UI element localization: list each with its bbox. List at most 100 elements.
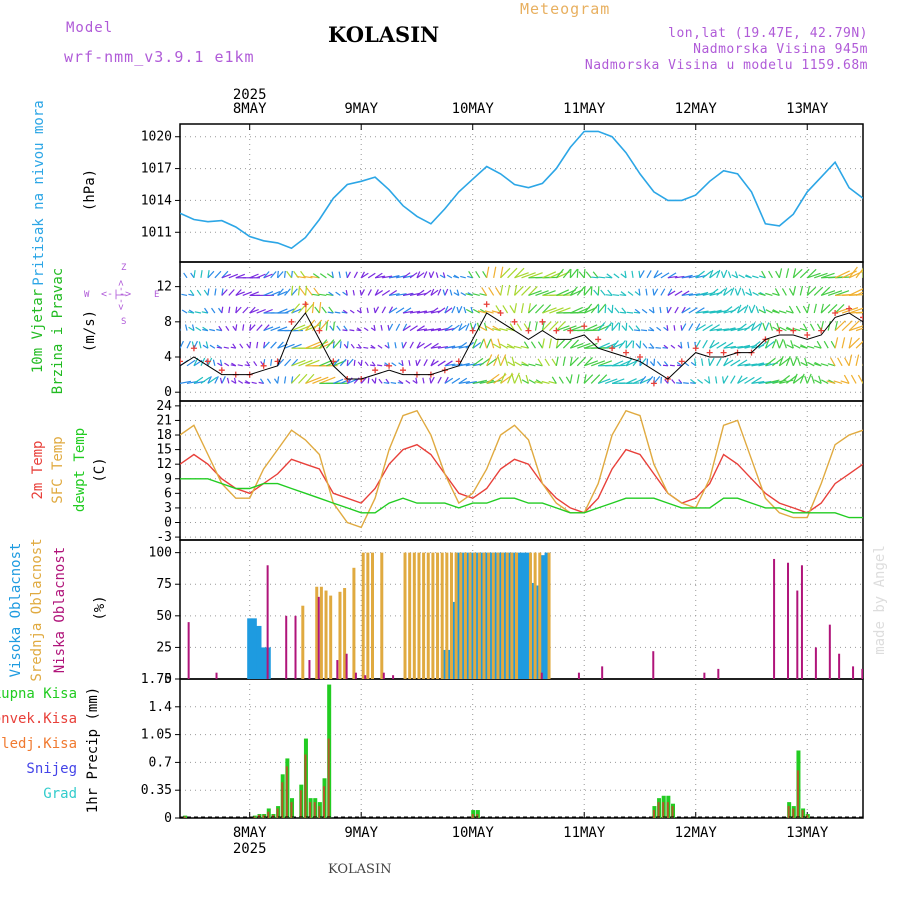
wind-arrow bbox=[437, 307, 446, 314]
wind-arrow bbox=[465, 293, 473, 297]
cloud-bar bbox=[187, 622, 190, 679]
wind-arrow bbox=[792, 356, 798, 367]
cloud-bar bbox=[828, 624, 831, 679]
wind-arrow bbox=[230, 364, 236, 367]
wind-arrow bbox=[270, 271, 277, 279]
wind-arrow bbox=[511, 356, 516, 366]
wind-arrow bbox=[226, 377, 230, 384]
wind-arrow bbox=[618, 340, 626, 349]
wind-arrow bbox=[458, 380, 470, 384]
wind-arrow bbox=[799, 373, 805, 384]
wind-arrow bbox=[209, 344, 216, 349]
cloud-bar bbox=[525, 552, 531, 679]
wind-arrow bbox=[416, 271, 421, 279]
wind-arrow bbox=[736, 304, 742, 314]
wind-gust-marker bbox=[372, 367, 379, 374]
wind-arrow bbox=[631, 270, 634, 278]
wind-arrow bbox=[585, 271, 592, 279]
cloud-bar bbox=[380, 552, 384, 679]
precip-convective-bar bbox=[327, 738, 330, 818]
wind-arrow bbox=[422, 377, 425, 384]
wind-arrow bbox=[673, 325, 676, 331]
wind-arrow bbox=[205, 359, 209, 366]
wind-arrow bbox=[303, 275, 313, 279]
wind-arrow bbox=[723, 359, 734, 367]
cloud-bar bbox=[329, 595, 333, 679]
cloud-bar bbox=[266, 565, 269, 679]
wind-arrow bbox=[848, 266, 858, 279]
wind-arrow bbox=[364, 361, 369, 367]
panel-frame-pressure bbox=[179, 123, 864, 263]
wind-arrow bbox=[423, 271, 428, 279]
wind-arrow bbox=[709, 339, 715, 349]
wind-arrow bbox=[318, 339, 328, 349]
wind-arrow bbox=[458, 324, 467, 332]
wind-arrow bbox=[676, 382, 682, 385]
wind-arrow bbox=[723, 357, 729, 367]
wind-arrow bbox=[188, 293, 195, 297]
cloud-bar bbox=[468, 552, 472, 679]
wind-arrow bbox=[709, 269, 714, 279]
wind-arrow bbox=[592, 271, 599, 279]
wind-arrow bbox=[423, 289, 432, 296]
bottom-date-label: 12MAY bbox=[675, 825, 718, 841]
wind-arrow bbox=[774, 288, 780, 296]
wind-arrow bbox=[514, 272, 529, 279]
wind-arrow bbox=[520, 345, 529, 349]
wind-arrow bbox=[402, 272, 411, 279]
wind-arrow bbox=[325, 339, 335, 349]
wind-arrow bbox=[346, 271, 351, 279]
wind-arrow bbox=[249, 324, 256, 332]
wind-arrow bbox=[813, 303, 817, 314]
wind-arrow bbox=[485, 325, 494, 332]
wind-arrow bbox=[745, 291, 752, 296]
wind-arrow bbox=[814, 379, 822, 384]
wind-arrow bbox=[495, 305, 502, 314]
wind-arrow bbox=[806, 345, 815, 349]
wind-arrow bbox=[779, 375, 791, 384]
cloud-bar bbox=[473, 552, 477, 679]
wind-arrow bbox=[340, 378, 351, 384]
cloud-bar bbox=[498, 552, 504, 679]
wind-arrow bbox=[513, 303, 517, 314]
wind-arrow bbox=[430, 271, 435, 279]
wind-arrow bbox=[743, 304, 749, 314]
wind-arrow bbox=[611, 342, 624, 349]
wind-arrow bbox=[716, 288, 726, 296]
wind-arrow bbox=[416, 289, 425, 296]
wind-arrow bbox=[639, 375, 647, 384]
wind-arrow bbox=[834, 320, 846, 332]
wind-arrow bbox=[391, 362, 397, 367]
cloud-bar bbox=[285, 615, 288, 679]
wind-arrow bbox=[541, 321, 552, 332]
top-year-label: 2025 bbox=[233, 87, 267, 103]
wind-arrow bbox=[807, 272, 821, 279]
wind-arrow bbox=[180, 294, 181, 296]
wind-arrow bbox=[708, 376, 711, 384]
wind-arrow bbox=[506, 345, 515, 349]
wind-arrow bbox=[225, 325, 230, 331]
wind-arrow bbox=[625, 360, 638, 367]
cloud-bar bbox=[465, 552, 471, 679]
wind-arrow bbox=[690, 378, 697, 384]
wind-arrow bbox=[350, 343, 355, 349]
wind-arrow bbox=[783, 340, 787, 349]
wind-arrow bbox=[305, 341, 322, 349]
wind-gust-marker bbox=[483, 301, 490, 308]
wind-arrow bbox=[862, 312, 863, 314]
wind-arrow bbox=[555, 321, 566, 332]
wind-arrow bbox=[409, 341, 414, 349]
wind-arrow bbox=[383, 381, 390, 384]
wind-arrow bbox=[290, 285, 294, 296]
wind-arrow bbox=[356, 346, 362, 349]
station-title: KOLASIN bbox=[328, 22, 440, 47]
wind-arrow bbox=[765, 341, 775, 349]
wind-arrow bbox=[472, 338, 478, 349]
wind-arrow bbox=[723, 341, 734, 349]
wind-arrow bbox=[761, 270, 766, 279]
wind-arrow bbox=[390, 381, 397, 384]
wind-arrow bbox=[583, 324, 598, 332]
cloud-bar bbox=[512, 552, 518, 679]
wind-arrow bbox=[446, 274, 453, 279]
wind-arrow bbox=[569, 268, 572, 278]
